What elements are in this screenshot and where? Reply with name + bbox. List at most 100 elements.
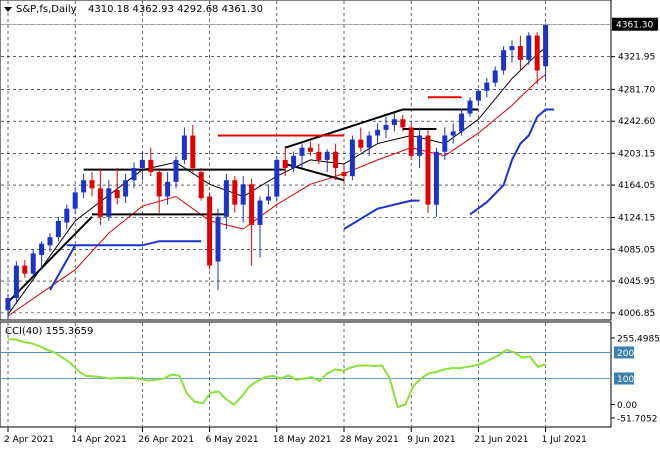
candles: [5, 23, 549, 321]
candle: [324, 149, 330, 173]
candle-body: [316, 151, 322, 160]
candle-body: [55, 220, 61, 238]
symbol-label: S&P,fs,Daily: [16, 4, 77, 15]
candle: [366, 131, 372, 156]
candle: [55, 216, 61, 242]
candle-body: [333, 151, 339, 169]
time-tick-label: 26 Apr 2021: [138, 435, 194, 445]
candle: [442, 127, 448, 160]
candle-body: [181, 135, 187, 160]
candle-body: [139, 159, 145, 169]
candle-body: [450, 131, 456, 136]
candle-body: [366, 135, 372, 148]
time-tick-label: 9 Jun 2021: [407, 435, 455, 445]
candle: [492, 66, 498, 87]
candle: [543, 23, 549, 81]
cci-tick-label: 200: [617, 349, 634, 359]
time-tick-label: 14 Apr 2021: [71, 435, 127, 445]
candle: [173, 155, 179, 189]
candle: [467, 97, 473, 117]
trendline: [284, 108, 404, 149]
candle-body: [526, 35, 532, 60]
candle-body: [383, 124, 389, 130]
lower-band-segment: [49, 244, 77, 291]
candle: [97, 168, 103, 225]
candle-body: [39, 243, 45, 256]
candle: [139, 151, 145, 181]
price-tick-label: 4045.95: [618, 277, 655, 287]
candle: [30, 249, 36, 278]
candle: [72, 188, 78, 215]
candle: [114, 168, 120, 205]
candle-body: [324, 151, 330, 160]
time-tick-label: 6 May 2021: [206, 435, 259, 445]
price-tick-label: 4006.85: [618, 309, 655, 319]
candle: [282, 146, 288, 177]
candle: [501, 46, 507, 75]
candle: [526, 32, 532, 65]
candle: [249, 178, 255, 266]
candle-body: [475, 90, 481, 101]
candle: [433, 147, 439, 217]
candle-body: [517, 46, 523, 60]
candle: [375, 123, 381, 144]
price-tick-label: 4124.15: [618, 214, 655, 224]
lower-band-segment: [469, 108, 554, 216]
candle: [391, 113, 397, 132]
candle: [123, 173, 129, 203]
candle-body: [417, 135, 423, 156]
candle-body: [131, 168, 137, 181]
candle: [475, 89, 481, 106]
trendline: [7, 216, 93, 303]
candle-body: [291, 155, 297, 169]
candle: [274, 155, 280, 201]
candle: [223, 173, 229, 230]
candle: [5, 294, 11, 321]
candle-body: [492, 70, 498, 83]
candle-body: [543, 24, 549, 67]
candle: [198, 168, 204, 201]
price-tick-label: 4164.05: [618, 181, 655, 191]
chevron-down-icon[interactable]: [4, 7, 12, 12]
candle: [131, 162, 137, 189]
cci-tick-label: 255.4985: [617, 335, 660, 345]
candle-body: [400, 119, 406, 128]
candle: [450, 123, 456, 144]
cci-pane-frame: [0, 321, 612, 428]
main-pane-frame: [0, 0, 612, 321]
candle-body: [148, 159, 154, 173]
price-tick-label: 4085.05: [618, 245, 655, 255]
candle-body: [47, 237, 53, 246]
candle-body: [64, 208, 70, 223]
candle: [299, 143, 305, 169]
candle-body: [534, 35, 540, 71]
cci-tick-label: 0.00: [617, 401, 637, 411]
price-tag-value: 4361.30: [616, 21, 653, 31]
candle-body: [198, 172, 204, 199]
candle-body: [358, 139, 364, 148]
candle-body: [89, 180, 95, 189]
chart-header[interactable]: S&P,fs,Daily 4310.18 4362.93 4292.68 436…: [4, 4, 263, 15]
time-tick-label: 18 May 2021: [273, 435, 332, 445]
candle: [307, 141, 313, 156]
candle-body: [307, 147, 313, 152]
candle: [240, 176, 246, 223]
candle-body: [408, 127, 414, 156]
candle: [349, 135, 355, 181]
candle: [165, 172, 171, 205]
cci-level-tag: [614, 346, 634, 359]
lower-band-segment: [343, 199, 420, 230]
price-tick-label: 4203.15: [618, 149, 655, 159]
candle: [89, 172, 95, 197]
candle: [22, 259, 28, 278]
candle-body: [349, 139, 355, 177]
time-tick-label: 2 Apr 2021: [4, 435, 54, 445]
candle-body: [173, 159, 179, 182]
candle-body: [433, 151, 439, 205]
candle: [156, 168, 162, 213]
time-axis: 2 Apr 2021 14 Apr 2021 26 Apr 2021 6 May 20…: [4, 427, 587, 445]
candle: [181, 127, 187, 164]
candle: [106, 180, 112, 221]
